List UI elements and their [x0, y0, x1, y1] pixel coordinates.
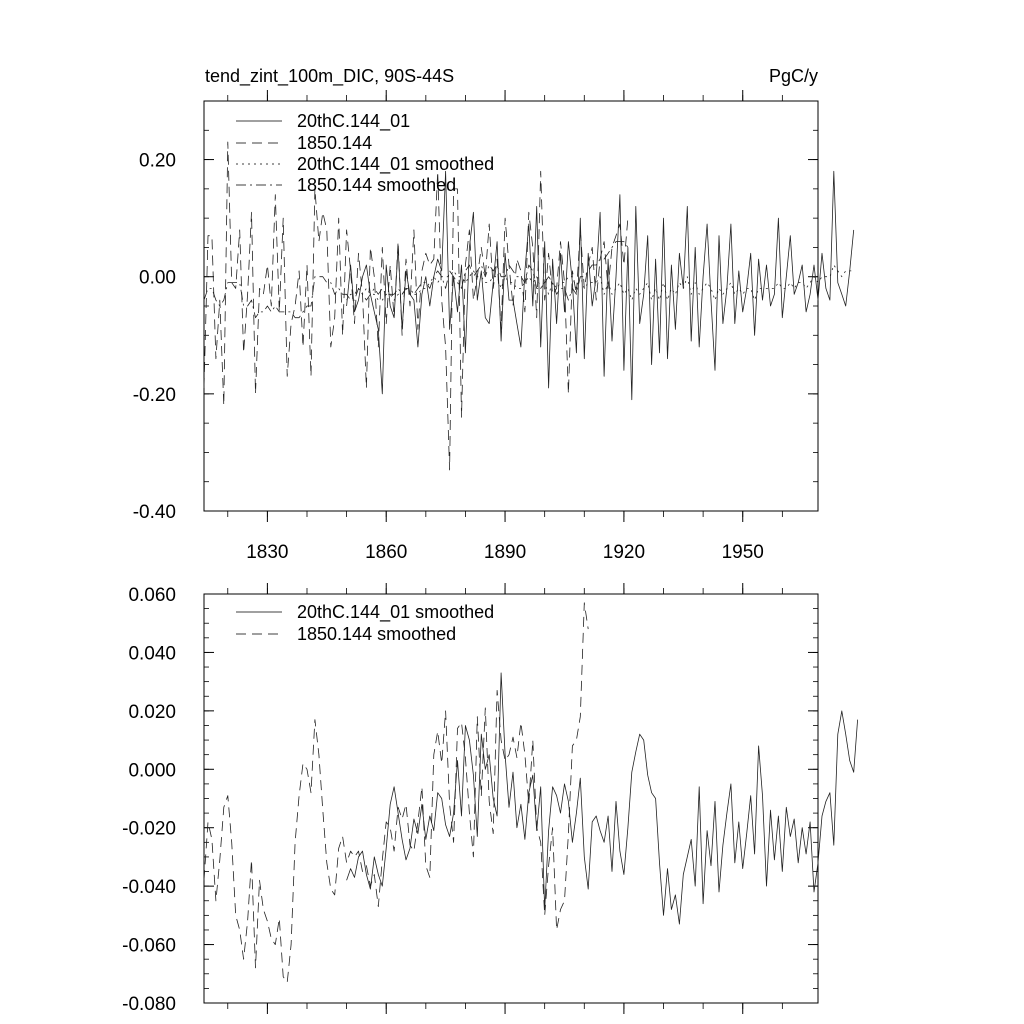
top-series-line-20thc-144-01-smoothed [346, 264, 854, 301]
bottom-plot-frame [203, 593, 819, 1004]
top-legend-label-0: 20thC.144_01 [297, 111, 410, 132]
bottom-series-group [203, 602, 858, 983]
bottom-legend: 20thC.144_01 smoothed 1850.144 smoothed [236, 602, 494, 644]
top-chart-title: tend_zint_100m_DIC, 90S-44S [205, 66, 454, 87]
top-xtick-label: 1860 [365, 542, 407, 563]
bottom-axis-ticks: -0.080 -0.060 -0.040 -0.020 0.000 0.020 0.040 0… [122, 583, 818, 1015]
top-xtick-label: 1890 [484, 542, 526, 563]
top-series-line-1850-144-smoothed [203, 241, 629, 319]
top-series-group [203, 141, 855, 471]
top-xtick-label: 1920 [603, 542, 645, 563]
top-ytick-label: 0.00 [139, 268, 176, 289]
top-ytick-label: 0.20 [139, 151, 176, 172]
bottom-ytick-label: 0.040 [128, 643, 176, 664]
bottom-ytick-label: 0.000 [128, 760, 176, 781]
bottom-ytick-label: -0.060 [122, 936, 176, 957]
top-xtick-label: 1950 [722, 542, 764, 563]
top-ytick-label: -0.20 [133, 385, 176, 406]
bottom-legend-label-1: 1850.144 smoothed [297, 624, 456, 644]
bottom-series-line-20thc-144-01-smoothed [346, 672, 858, 925]
bottom-panel: -0.080 -0.060 -0.040 -0.020 0.000 0.020 0.040 0… [122, 583, 858, 1015]
top-series-line-1850-144 [203, 141, 629, 471]
bottom-ytick-label: -0.040 [122, 877, 176, 898]
top-ytick-label: -0.40 [133, 502, 176, 523]
bottom-ytick-label: 0.060 [128, 585, 176, 606]
top-legend-label-1: 1850.144 [297, 133, 372, 153]
bottom-ytick-label: -0.020 [122, 819, 176, 840]
top-legend: 20thC.144_01 1850.144 20thC.144_01 smoot… [236, 111, 494, 195]
bottom-ytick-label: 0.020 [128, 702, 176, 723]
top-panel: tend_zint_100m_DIC, 90S-44S PgC/y -0.40-… [133, 66, 855, 563]
bottom-legend-label-0: 20thC.144_01 smoothed [297, 602, 494, 623]
top-series-line-20thc-144-01 [346, 170, 855, 401]
top-legend-label-2: 20thC.144_01 smoothed [297, 154, 494, 175]
top-legend-label-3: 1850.144 smoothed [297, 175, 456, 195]
top-chart-units: PgC/y [769, 66, 818, 86]
bottom-ytick-label: -0.080 [122, 994, 176, 1015]
bottom-series-line-1850-144-smoothed [203, 602, 589, 983]
top-xtick-label: 1830 [246, 542, 288, 563]
top-axis-ticks: -0.40 -0.20 0.00 0.20 1830 1860 1890 1920 1950 [133, 90, 818, 563]
